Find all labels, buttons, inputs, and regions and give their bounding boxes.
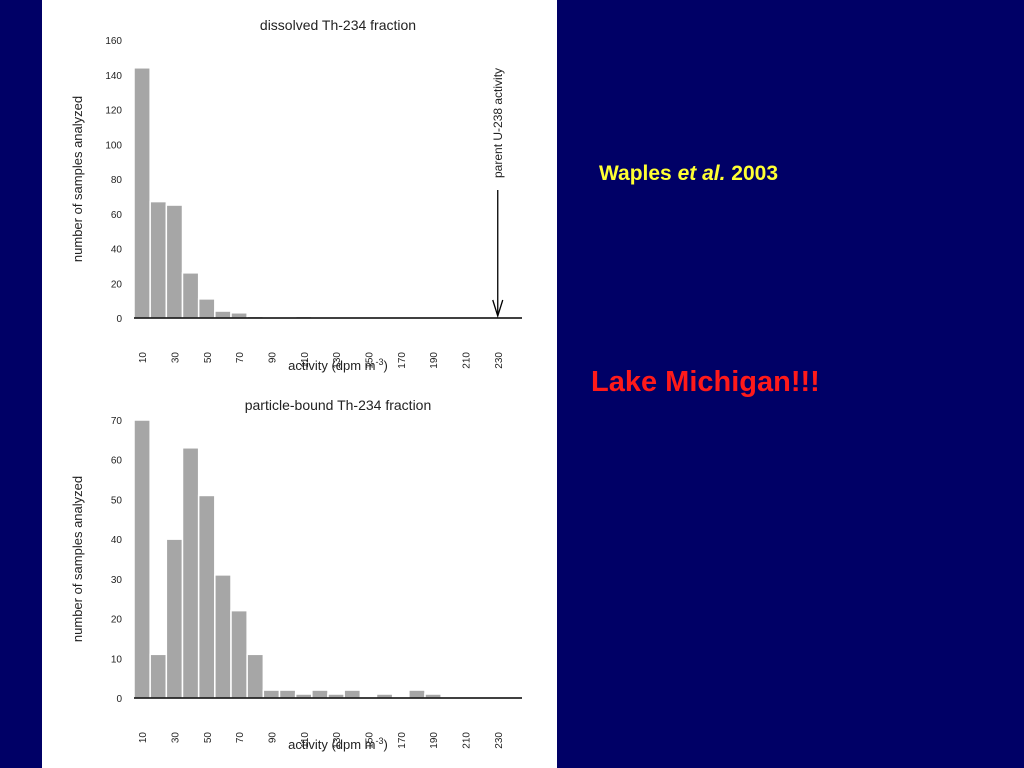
chart2-x-tick-130: 130 — [332, 732, 343, 749]
chart2-bar-60 — [214, 574, 232, 699]
chart2-bar-50 — [197, 494, 216, 699]
chart1-y-tick-120: 120 — [105, 106, 122, 117]
chart1-bar-10 — [133, 67, 151, 319]
chart1-y-tick-40: 40 — [111, 245, 123, 256]
chart2-bar-120 — [311, 689, 329, 699]
chart2-bar-90 — [262, 689, 281, 699]
chart1-x-tick-150: 150 — [364, 352, 375, 369]
chart2-x-tick-70: 70 — [235, 732, 246, 744]
chart2-x-tick-30: 30 — [170, 732, 181, 744]
chart1-bar-60 — [214, 310, 232, 319]
chart2-y-tick-20: 20 — [111, 615, 123, 626]
chart1-bar-50 — [197, 298, 216, 319]
chart2-x-tick-150: 150 — [364, 732, 375, 749]
chart2-x-tick-10: 10 — [138, 732, 149, 744]
chart2-x-tick-90: 90 — [267, 732, 278, 744]
chart1-bar-70 — [230, 312, 248, 319]
chart1-bar-40 — [181, 272, 200, 319]
chart1-x-tick-190: 190 — [429, 352, 440, 369]
chart2-x-tick-110: 110 — [300, 732, 311, 748]
chart1-annotation-label: parent U-238 activity — [491, 68, 505, 178]
chart2-x-tick-190: 190 — [429, 732, 440, 749]
chart1-bar-30 — [165, 204, 184, 319]
chart2-bar-20 — [149, 653, 168, 699]
chart2-bar-80 — [246, 653, 265, 699]
citation-year: 2003 — [731, 162, 779, 185]
chart1-annotation-arrow-head — [492, 299, 504, 319]
chart1-y-tick-140: 140 — [105, 71, 122, 82]
chart1-x-tick-90: 90 — [267, 352, 278, 364]
chart1-y-tick-160: 160 — [105, 36, 122, 47]
chart2-bar-140 — [343, 689, 362, 699]
chart2-y-tick-30: 30 — [111, 575, 123, 586]
chart2-bar-100 — [278, 689, 297, 699]
histogram-figure: dissolved Th-234 fraction020406080100120… — [70, 17, 522, 752]
chart2-y-tick-60: 60 — [111, 456, 123, 467]
chart1-x-axis-label: activity (dpm m-3) — [288, 357, 388, 373]
chart2-bar-180 — [408, 689, 426, 699]
chart1-y-tick-20: 20 — [111, 279, 123, 290]
citation-etal: et al. — [677, 162, 726, 185]
chart1-x-tick-170: 170 — [397, 352, 408, 369]
chart2-x-axis-label: activity (dpm m-3) — [288, 736, 388, 752]
chart1-y-tick-80: 80 — [111, 175, 123, 186]
chart1-y-tick-100: 100 — [105, 140, 122, 151]
chart1-y-axis-label: number of samples analyzed — [70, 96, 85, 262]
chart2-y-tick-0: 0 — [116, 694, 122, 705]
chart2-title: particle-bound Th-234 fraction — [245, 397, 432, 413]
chart2-bar-40 — [181, 447, 200, 699]
chart1-x-tick-130: 130 — [332, 352, 343, 369]
chart2-bar-10 — [133, 419, 151, 699]
chart2-x-tick-230: 230 — [494, 732, 505, 749]
chart1-y-tick-0: 0 — [116, 314, 122, 325]
chart2-y-tick-70: 70 — [111, 416, 123, 427]
citation-text: Waples et al. 2003 — [599, 162, 778, 186]
chart1-x-tick-10: 10 — [138, 352, 149, 364]
chart1-x-tick-50: 50 — [203, 352, 214, 364]
chart1-y-tick-60: 60 — [111, 210, 123, 221]
chart1-x-tick-30: 30 — [170, 352, 181, 364]
chart2-bar-70 — [230, 609, 248, 699]
chart2-y-tick-50: 50 — [111, 495, 123, 506]
chart2-x-tick-50: 50 — [203, 732, 214, 744]
chart2-y-axis-label: number of samples analyzed — [70, 476, 85, 642]
chart2-y-tick-10: 10 — [111, 654, 123, 665]
citation-author: Waples — [599, 162, 672, 185]
chart2-x-tick-170: 170 — [397, 732, 408, 749]
chart1-title: dissolved Th-234 fraction — [260, 17, 416, 33]
chart2-y-tick-40: 40 — [111, 535, 123, 546]
figure-panel: dissolved Th-234 fraction 0 20 40 60 80 100 120… — [42, 0, 557, 768]
headline-text: Lake Michigan!!! — [591, 366, 820, 398]
chart1-x-tick-110: 110 — [300, 352, 311, 368]
chart1-x-tick-210: 210 — [461, 352, 472, 369]
chart2-x-tick-210: 210 — [461, 732, 472, 749]
chart1-x-tick-230: 230 — [494, 352, 505, 369]
chart2-bar-30 — [165, 538, 184, 699]
chart1-bar-20 — [149, 200, 168, 319]
chart1-x-tick-70: 70 — [235, 352, 246, 364]
